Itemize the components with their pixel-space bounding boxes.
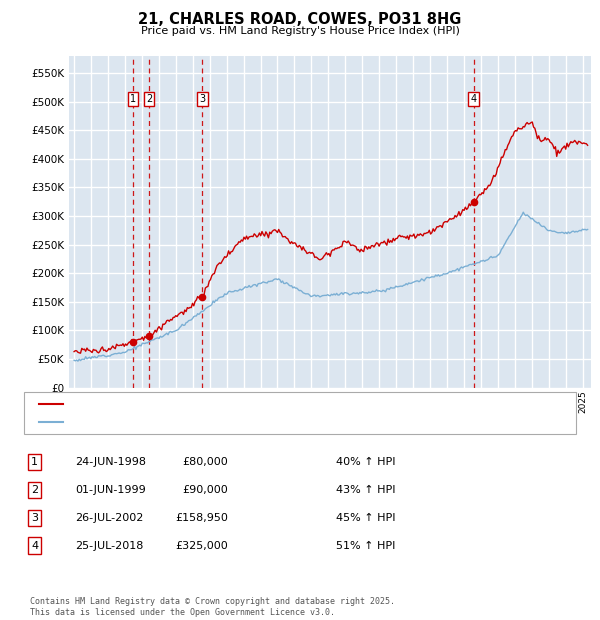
Text: 51% ↑ HPI: 51% ↑ HPI (336, 541, 395, 551)
Text: 43% ↑ HPI: 43% ↑ HPI (336, 485, 395, 495)
Text: 1: 1 (130, 94, 136, 104)
Text: 4: 4 (31, 541, 38, 551)
Text: HPI: Average price, semi-detached house, Isle of Wight: HPI: Average price, semi-detached house,… (67, 417, 341, 427)
Text: 2: 2 (146, 94, 152, 104)
Text: £80,000: £80,000 (182, 457, 228, 467)
Text: £90,000: £90,000 (182, 485, 228, 495)
Text: 1: 1 (31, 457, 38, 467)
Text: 01-JUN-1999: 01-JUN-1999 (75, 485, 146, 495)
Text: 3: 3 (199, 94, 205, 104)
Text: 21, CHARLES ROAD, COWES, PO31 8HG (semi-detached house): 21, CHARLES ROAD, COWES, PO31 8HG (semi-… (67, 399, 383, 409)
Text: 24-JUN-1998: 24-JUN-1998 (75, 457, 146, 467)
Text: 25-JUL-2018: 25-JUL-2018 (75, 541, 143, 551)
Text: 45% ↑ HPI: 45% ↑ HPI (336, 513, 395, 523)
Text: Price paid vs. HM Land Registry's House Price Index (HPI): Price paid vs. HM Land Registry's House … (140, 26, 460, 36)
Text: Contains HM Land Registry data © Crown copyright and database right 2025.
This d: Contains HM Land Registry data © Crown c… (30, 598, 395, 617)
Text: 4: 4 (470, 94, 476, 104)
Text: 40% ↑ HPI: 40% ↑ HPI (336, 457, 395, 467)
Text: 2: 2 (31, 485, 38, 495)
Text: £158,950: £158,950 (175, 513, 228, 523)
Text: £325,000: £325,000 (175, 541, 228, 551)
Text: 21, CHARLES ROAD, COWES, PO31 8HG: 21, CHARLES ROAD, COWES, PO31 8HG (139, 12, 461, 27)
Text: 3: 3 (31, 513, 38, 523)
Text: 26-JUL-2002: 26-JUL-2002 (75, 513, 143, 523)
